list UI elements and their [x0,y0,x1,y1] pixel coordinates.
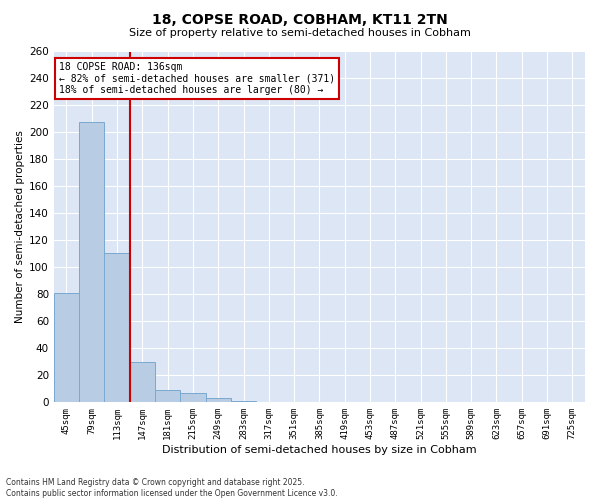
Bar [79,122,104,402]
Bar [104,252,130,402]
Bar [180,393,206,402]
X-axis label: Distribution of semi-detached houses by size in Cobham: Distribution of semi-detached houses by … [162,445,477,455]
Bar [54,293,79,403]
Bar [206,398,231,402]
Bar [155,390,180,402]
Text: Contains HM Land Registry data © Crown copyright and database right 2025.
Contai: Contains HM Land Registry data © Crown c… [6,478,338,498]
Bar [231,401,256,402]
Text: Size of property relative to semi-detached houses in Cobham: Size of property relative to semi-detach… [129,28,471,38]
Text: 18 COPSE ROAD: 136sqm
← 82% of semi-detached houses are smaller (371)
18% of sem: 18 COPSE ROAD: 136sqm ← 82% of semi-deta… [59,62,335,95]
Bar [130,362,155,403]
Text: 18, COPSE ROAD, COBHAM, KT11 2TN: 18, COPSE ROAD, COBHAM, KT11 2TN [152,12,448,26]
Y-axis label: Number of semi-detached properties: Number of semi-detached properties [15,130,25,324]
